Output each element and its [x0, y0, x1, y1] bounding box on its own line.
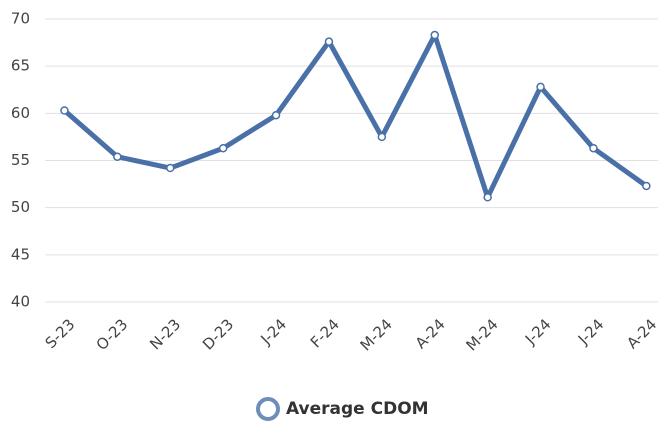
- x-tick-label: D-23: [199, 315, 237, 353]
- legend-label: Average CDOM: [286, 399, 429, 419]
- data-point: [113, 152, 122, 161]
- y-tick-label: 45: [11, 245, 30, 263]
- data-point: [589, 143, 598, 153]
- x-tick-label: A-24: [623, 315, 658, 352]
- data-point: [483, 193, 492, 202]
- x-tick-label: F-24: [307, 315, 343, 351]
- x-tick-label: J-24: [521, 315, 555, 349]
- data-point: [536, 82, 545, 92]
- data-point: [60, 106, 69, 115]
- x-tick-label: J-24: [574, 315, 608, 349]
- data-point: [430, 30, 439, 40]
- data-point: [166, 163, 175, 173]
- y-tick-label: 60: [11, 104, 30, 122]
- data-point: [377, 132, 387, 142]
- data-point: [218, 143, 228, 153]
- x-tick-label: N-23: [146, 315, 184, 353]
- legend-marker: [256, 397, 280, 421]
- y-tick-label: 55: [11, 151, 30, 169]
- y-tick-label: 70: [11, 10, 30, 28]
- x-tick-label: J-24: [257, 315, 291, 349]
- data-point: [271, 110, 281, 120]
- y-tick-label: 50: [11, 198, 30, 216]
- x-tick-label: M-24: [462, 315, 501, 354]
- x-tick-label: O-23: [93, 315, 132, 354]
- data-point: [642, 181, 651, 191]
- x-tick-label: S-23: [42, 315, 79, 352]
- y-tick-label: 40: [11, 293, 30, 311]
- x-tick-label: A-24: [412, 315, 449, 352]
- data-line: [62, 32, 648, 200]
- x-tick-label: M-24: [357, 315, 396, 354]
- data-point: [324, 37, 334, 46]
- y-tick-label: 65: [11, 57, 30, 75]
